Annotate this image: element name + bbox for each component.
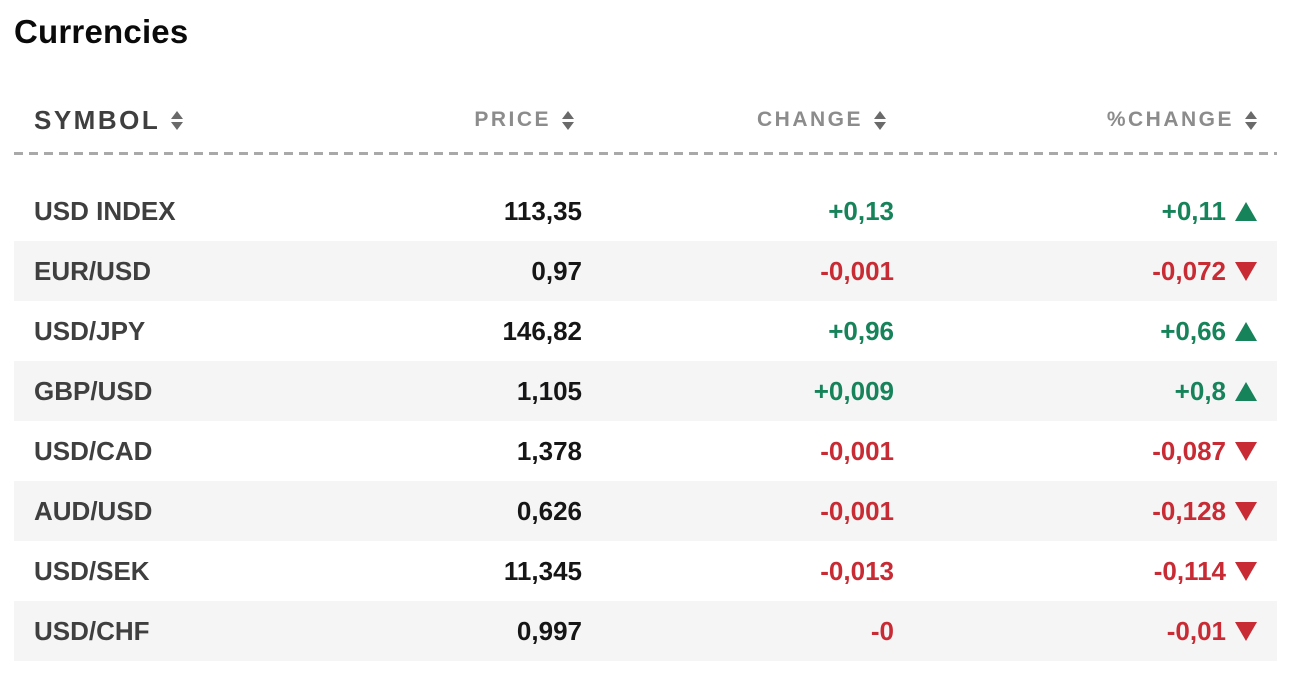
pct-change-value: +0,66	[1160, 315, 1226, 346]
trend-icon	[1235, 381, 1257, 401]
price-cell: 146,82	[502, 315, 582, 346]
symbol-cell[interactable]: USD/SEK	[34, 555, 150, 586]
table-row: AUD/USD 0,626 -0,001 -0,128	[14, 481, 1277, 541]
price-cell: 113,35	[503, 195, 582, 226]
pct-change-value: -0,072	[1152, 255, 1226, 286]
change-cell: -0,001	[820, 435, 894, 466]
sort-icon	[562, 110, 574, 130]
table-row: USD/CAD 1,378 -0,001 -0,087	[14, 421, 1277, 481]
price-cell: 0,997	[516, 615, 582, 646]
pct-change-cell: +0,11	[894, 181, 1277, 241]
pct-change-cell: -0,128	[894, 481, 1277, 541]
column-header-pct-change[interactable]: %CHANGE	[894, 100, 1277, 140]
pct-change-value: -0,01	[1166, 615, 1226, 646]
column-header-pct-change-label: %CHANGE	[1106, 108, 1234, 131]
column-header-symbol[interactable]: SYMBOL	[14, 100, 394, 140]
table-row: USD INDEX 113,35 +0,13 +0,11	[14, 181, 1277, 241]
change-cell: -0	[870, 615, 894, 646]
pct-change-value: +0,8	[1174, 375, 1226, 406]
trend-icon	[1235, 261, 1257, 281]
pct-change-value: -0,114	[1153, 555, 1226, 586]
price-cell: 1,378	[516, 435, 582, 466]
symbol-cell[interactable]: USD/JPY	[34, 315, 146, 346]
dashed-divider	[14, 152, 1277, 155]
pct-change-cell: -0,072	[894, 241, 1277, 301]
column-header-change[interactable]: CHANGE	[582, 100, 894, 140]
table-row: USD/CHF 0,997 -0 -0,01	[14, 601, 1277, 661]
sort-icon	[874, 110, 886, 130]
sort-icon	[171, 110, 184, 130]
change-cell: +0,009	[813, 375, 894, 406]
trend-icon	[1235, 621, 1257, 641]
table-row: USD/JPY 146,82 +0,96 +0,66	[14, 301, 1277, 361]
change-cell: +0,13	[828, 195, 894, 226]
column-header-price-label: PRICE	[474, 108, 551, 131]
sort-icon	[1245, 110, 1257, 130]
price-cell: 11,345	[503, 555, 582, 586]
trend-icon	[1235, 321, 1257, 341]
price-cell: 1,105	[516, 375, 582, 406]
pct-change-cell: +0,8	[894, 361, 1277, 421]
pct-change-cell: -0,01	[894, 601, 1277, 661]
header-row: SYMBOL PRICE CHANGE %CHANGE	[14, 100, 1277, 140]
table-row: GBP/USD 1,105 +0,009 +0,8	[14, 361, 1277, 421]
symbol-cell[interactable]: USD/CHF	[34, 615, 150, 646]
currencies-page: Currencies SYMBOL PRICE CHANGE %CHANGE U…	[14, 13, 1277, 661]
trend-icon	[1235, 441, 1257, 461]
symbol-cell[interactable]: EUR/USD	[34, 255, 152, 286]
currencies-table: USD INDEX 113,35 +0,13 +0,11 EUR/USD 0,9…	[14, 181, 1277, 661]
price-cell: 0,626	[516, 495, 582, 526]
column-header-change-label: CHANGE	[756, 108, 863, 131]
change-cell: -0,001	[820, 255, 894, 286]
trend-icon	[1235, 201, 1257, 221]
change-cell: +0,96	[828, 315, 894, 346]
trend-icon	[1235, 501, 1257, 521]
change-cell: -0,013	[820, 555, 894, 586]
table-row: USD/SEK 11,345 -0,013 -0,114	[14, 541, 1277, 601]
column-header-symbol-label: SYMBOL	[34, 104, 161, 135]
pct-change-value: +0,11	[1161, 195, 1226, 226]
symbol-cell[interactable]: AUD/USD	[34, 495, 153, 526]
change-cell: -0,001	[820, 495, 894, 526]
column-header-price[interactable]: PRICE	[394, 100, 582, 140]
pct-change-value: -0,128	[1152, 495, 1226, 526]
pct-change-cell: -0,087	[894, 421, 1277, 481]
price-cell: 0,97	[531, 255, 582, 286]
pct-change-cell: +0,66	[894, 301, 1277, 361]
symbol-cell[interactable]: GBP/USD	[34, 375, 153, 406]
table-row: EUR/USD 0,97 -0,001 -0,072	[14, 241, 1277, 301]
pct-change-value: -0,087	[1152, 435, 1226, 466]
trend-icon	[1235, 561, 1257, 581]
symbol-cell[interactable]: USD INDEX	[34, 195, 176, 226]
page-title: Currencies	[14, 13, 189, 50]
pct-change-cell: -0,114	[894, 541, 1277, 601]
symbol-cell[interactable]: USD/CAD	[34, 435, 153, 466]
